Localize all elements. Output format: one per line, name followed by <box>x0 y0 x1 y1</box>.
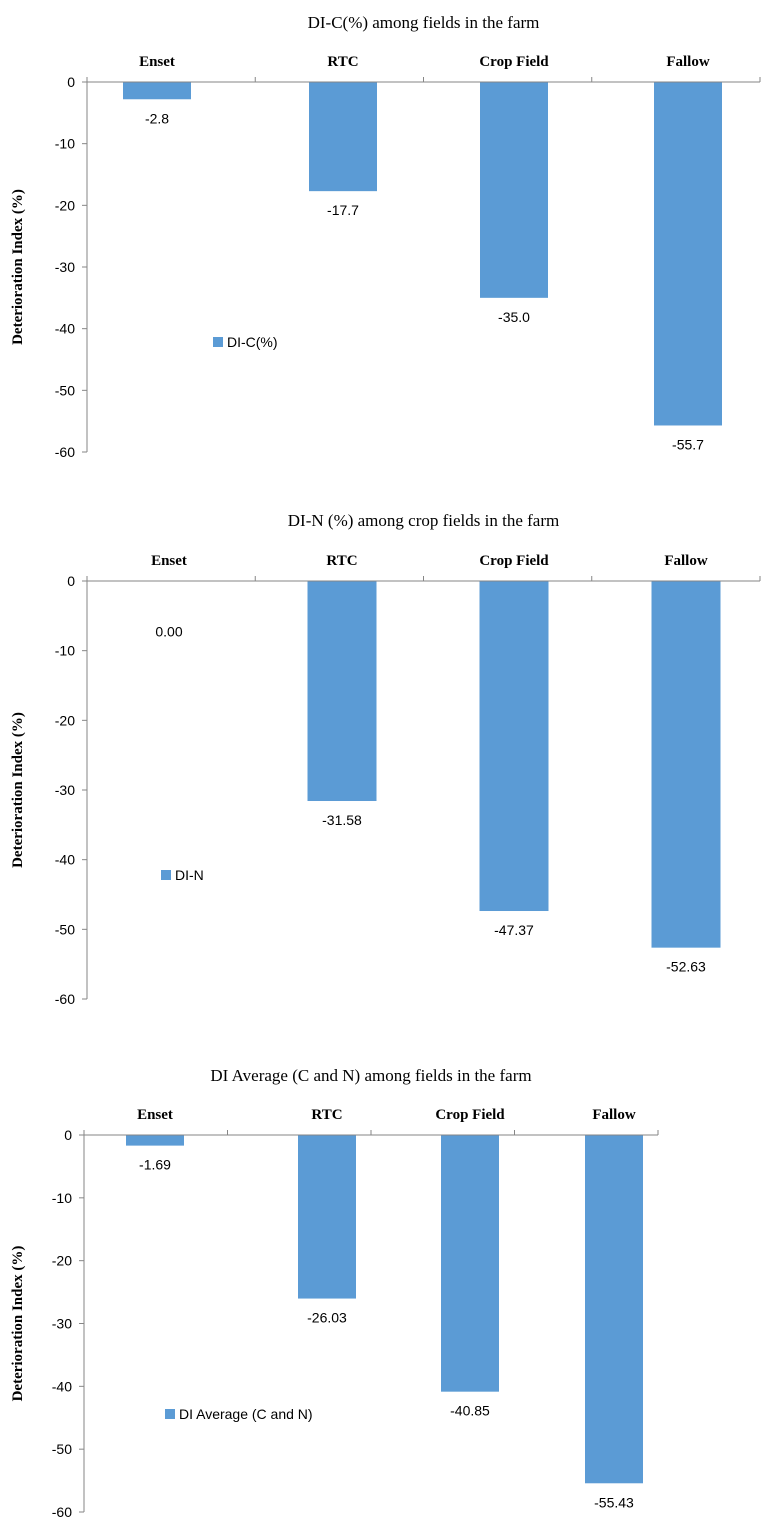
chart-1-y-tick-label: -20 <box>55 197 75 213</box>
chart-3-y-axis-title: Deterioration Index (%) <box>10 1246 26 1402</box>
chart-1-bar <box>309 82 377 192</box>
chart-1-y-tick-label: -30 <box>55 259 75 275</box>
chart-1-category-label: Enset <box>139 54 175 70</box>
chart-2-y-tick-label: -10 <box>55 643 75 659</box>
chart-3-legend-swatch <box>165 1409 175 1419</box>
chart-2-category-label: RTC <box>326 553 357 569</box>
chart-3-bar <box>126 1135 184 1146</box>
chart-1-legend-swatch <box>213 337 223 347</box>
chart-1-y-axis-title: Deterioration Index (%) <box>10 189 26 345</box>
chart-2-bar <box>651 581 721 948</box>
chart-3-y-tick-label: -20 <box>52 1253 72 1269</box>
chart-3-bar <box>585 1135 643 1484</box>
chart-3-category-label: Enset <box>137 1107 173 1123</box>
chart-3-title: DI Average (C and N) among fields in the… <box>210 1066 531 1085</box>
chart-3-y-tick-label: -30 <box>52 1316 72 1332</box>
chart-2-category-label: Enset <box>151 553 187 569</box>
chart-1-title: DI-C(%) among fields in the farm <box>308 13 540 32</box>
chart-2-y-tick-label: 0 <box>67 573 75 589</box>
chart-2-legend-swatch <box>161 870 171 880</box>
chart-1-legend-label: DI-C(%) <box>227 334 278 350</box>
chart-3-data-label: -55.43 <box>594 1494 634 1510</box>
chart-2-y-tick-label: -20 <box>55 712 75 728</box>
chart-3-data-label: -26.03 <box>307 1310 347 1326</box>
chart-3-data-label: -40.85 <box>450 1403 490 1419</box>
chart-2-y-tick-label: -50 <box>55 921 75 937</box>
chart-1-y-tick-label: -40 <box>55 321 75 337</box>
chart-3-y-tick-label: -50 <box>52 1441 72 1457</box>
chart-2-y-tick-label: -40 <box>55 852 75 868</box>
chart-1-category-label: Fallow <box>666 54 709 70</box>
chart-3-y-tick-label: -40 <box>52 1378 72 1394</box>
chart-3-bar <box>298 1135 356 1299</box>
chart-3-bar <box>441 1135 499 1392</box>
chart-1-data-label: -17.7 <box>327 202 359 218</box>
chart-2-y-tick-label: -30 <box>55 782 75 798</box>
chart-2-y-axis-title: Deterioration Index (%) <box>10 712 26 868</box>
chart-2-data-label: -31.58 <box>322 812 362 828</box>
chart-2-bar <box>307 581 377 802</box>
chart-2-data-label: -47.37 <box>494 922 534 938</box>
chart-3-legend-label: DI Average (C and N) <box>179 1406 313 1422</box>
chart-1-y-tick-label: -50 <box>55 382 75 398</box>
chart-2-category-label: Fallow <box>664 553 707 569</box>
chart-2-category-label: Crop Field <box>479 553 549 569</box>
chart-1-data-label: -2.8 <box>145 110 169 126</box>
chart-2-bar <box>479 581 549 912</box>
chart-1-category-label: Crop Field <box>479 54 549 70</box>
chart-1-y-tick-label: -60 <box>55 444 75 460</box>
chart-3-y-tick-label: 0 <box>64 1127 72 1143</box>
chart-1-bar <box>654 82 722 426</box>
chart-2-legend-label: DI-N <box>175 867 204 883</box>
chart-1-bar <box>480 82 548 298</box>
chart-1-y-tick-label: 0 <box>67 74 75 90</box>
chart-3-category-label: Fallow <box>592 1107 635 1123</box>
chart-3-y-tick-label: -60 <box>52 1504 72 1519</box>
chart-2-y-tick-label: -60 <box>55 991 75 1007</box>
chart-2-data-label: 0.00 <box>155 624 182 640</box>
chart-3-category-label: RTC <box>311 1107 342 1123</box>
chart-1-category-label: RTC <box>327 54 358 70</box>
chart-1-y-tick-label: -10 <box>55 136 75 152</box>
chart-3-data-label: -1.69 <box>139 1157 171 1173</box>
chart-1-data-label: -35.0 <box>498 309 530 325</box>
chart-1-bar <box>123 82 191 100</box>
chart-1-data-label: -55.7 <box>672 436 704 452</box>
chart-3-y-tick-label: -10 <box>52 1190 72 1206</box>
chart-2-data-label: -52.63 <box>666 959 706 975</box>
chart-2-title: DI-N (%) among crop fields in the farm <box>288 511 559 530</box>
chart-3-category-label: Crop Field <box>435 1107 505 1123</box>
